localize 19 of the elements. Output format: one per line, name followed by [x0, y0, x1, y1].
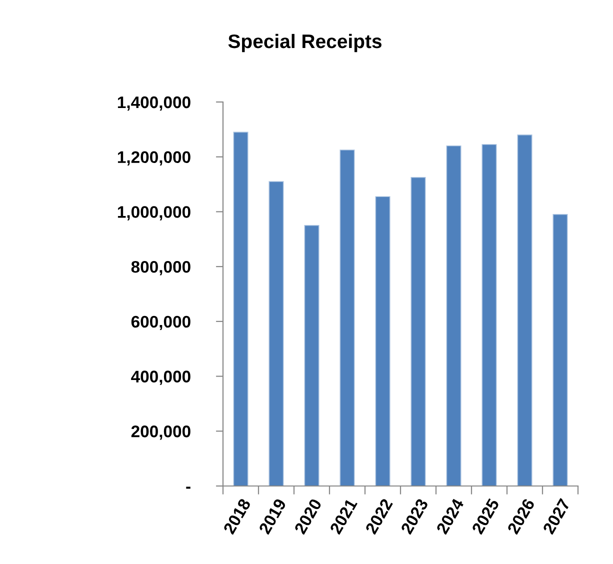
y-tick-label: 200,000	[131, 426, 190, 440]
bar	[517, 134, 532, 486]
y-tick-label: 1,200,000	[118, 151, 190, 166]
chart-title: Special Receipts	[228, 34, 382, 52]
bar	[410, 177, 426, 486]
bar	[233, 132, 248, 486]
y-tick-label: 1,400,000	[118, 96, 190, 111]
y-tick-label: 400,000	[131, 370, 190, 385]
bar	[268, 181, 284, 486]
bar	[340, 150, 355, 486]
bar	[304, 225, 320, 486]
y-tick-label: 1,000,000	[118, 206, 190, 220]
y-tick-label: -	[186, 486, 190, 489]
bar	[446, 145, 462, 486]
bar	[375, 196, 390, 486]
bar	[482, 144, 497, 486]
y-tick-label: 800,000	[131, 260, 190, 276]
bar	[552, 214, 568, 486]
y-tick-label: 600,000	[131, 316, 190, 330]
